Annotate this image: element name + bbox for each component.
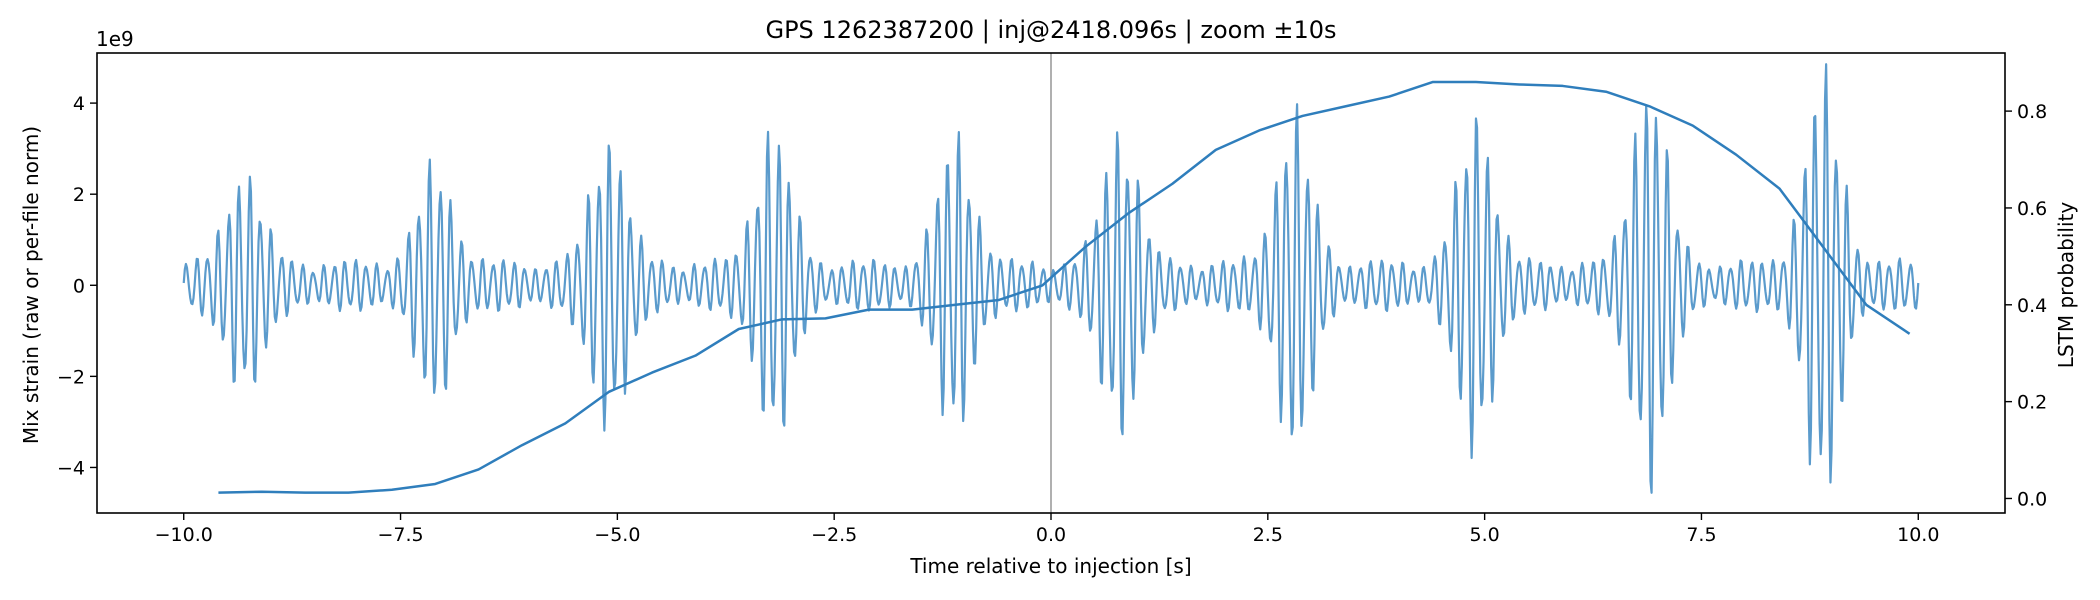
x-tick-label: 5.0 <box>1470 524 1500 546</box>
y-tick-label-right: 0.2 <box>2017 392 2047 414</box>
chart-title: GPS 1262387200 | inj@2418.096s | zoom ±1… <box>765 16 1336 44</box>
x-tick-label: 0.0 <box>1036 524 1066 546</box>
x-tick-label: −7.5 <box>377 524 423 546</box>
axes-layer: −10.0 −7.5 −5.0 −2.5 0.0 2.5 5.0 7.5 10.0 −4 −2 0 2 4… <box>57 52 2047 546</box>
y-tick-label-left: −2 <box>57 366 85 388</box>
x-tick-label: 2.5 <box>1253 524 1283 546</box>
y-axis-label-right: LSTM probability <box>2054 202 2078 369</box>
x-tick-label: 7.5 <box>1686 524 1716 546</box>
x-axis-label: Time relative to injection [s] <box>909 554 1191 578</box>
x-tick-label: 10.0 <box>1897 524 1939 546</box>
y-tick-label-right: 0.6 <box>2017 198 2047 220</box>
y-tick-label-left: 2 <box>73 184 85 206</box>
lstm-probability-series-layer <box>218 80 1911 494</box>
y-tick-label-left: −4 <box>57 457 85 479</box>
y-axis-label-left: Mix strain (raw or per-file norm) <box>19 126 43 444</box>
strain-line <box>182 63 1920 494</box>
y-tick-label-right: 0.8 <box>2017 101 2047 123</box>
x-tick-label: −2.5 <box>811 524 857 546</box>
lstm-probability-line <box>218 80 1911 494</box>
x-tick-label: −5.0 <box>594 524 640 546</box>
strain-series-layer <box>182 63 1920 494</box>
y-tick-label-left: 0 <box>73 275 85 297</box>
y-tick-label-right: 0.4 <box>2017 295 2047 317</box>
y-tick-label-left: 4 <box>73 93 85 115</box>
y-axis-offset-text: 1e9 <box>96 27 134 51</box>
y-tick-label-right: 0.0 <box>2017 488 2047 510</box>
x-tick-label: −10.0 <box>155 524 213 546</box>
